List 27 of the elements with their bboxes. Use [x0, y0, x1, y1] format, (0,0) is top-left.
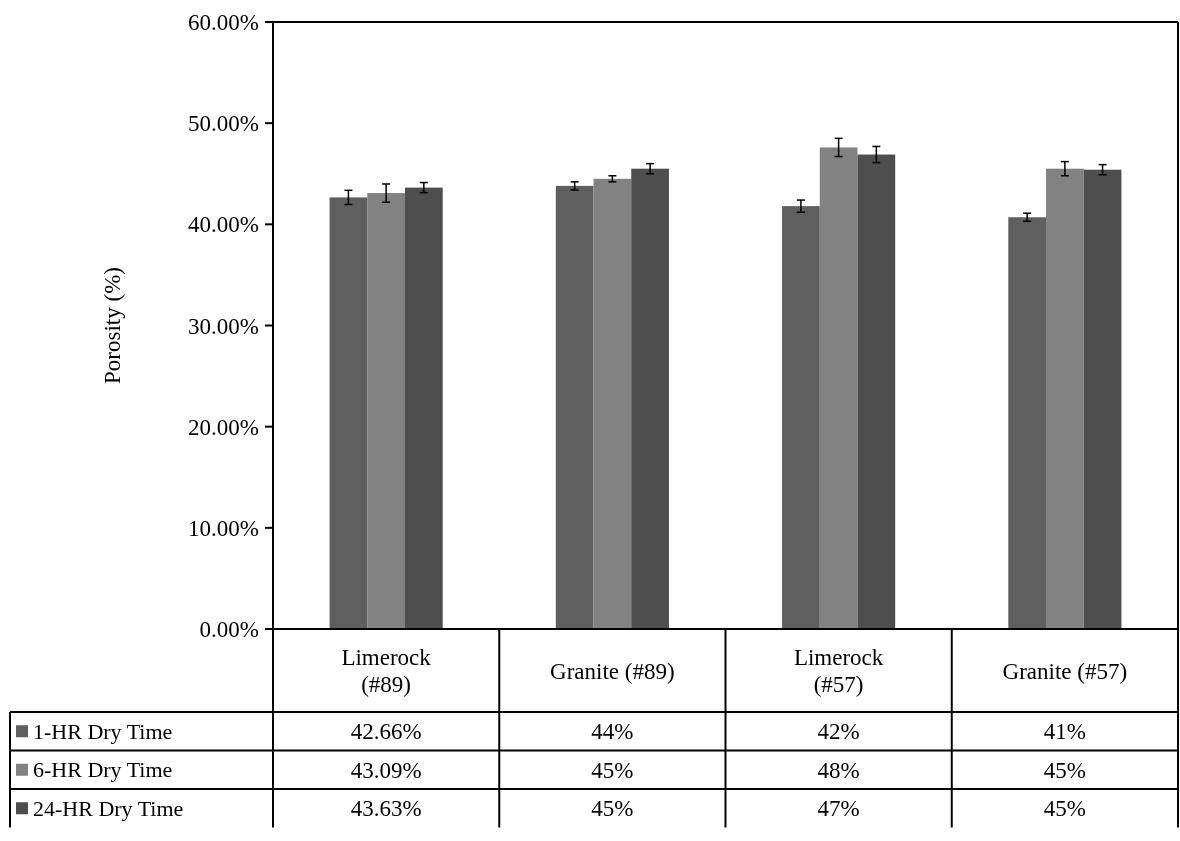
legend-label: 1-HR Dry Time [33, 718, 173, 744]
legend-label: 24-HR Dry Time [33, 795, 184, 821]
x-tick-label: Granite (#57) [1002, 658, 1128, 684]
data-label: 45% [1043, 796, 1086, 822]
data-label: 41% [1043, 719, 1086, 745]
y-tick-label: 60.00% [188, 10, 259, 36]
y-tick-label: 50.00% [188, 111, 259, 137]
y-tick-label: 40.00% [188, 212, 259, 238]
x-tick-label: Limerock (#89) [341, 645, 432, 698]
data-label: 43.09% [350, 757, 422, 783]
y-tick-label: 30.00% [188, 313, 259, 339]
x-tick-label: Limerock (#57) [793, 645, 884, 698]
y-tick-label: 20.00% [188, 414, 259, 440]
legend-label: 6-HR Dry Time [33, 757, 173, 783]
data-label: 48% [817, 757, 860, 783]
data-label: 42% [817, 719, 860, 745]
y-tick-label: 10.00% [188, 515, 259, 541]
y-tick-label: 0.00% [199, 617, 259, 643]
y-axis-title: Porosity (%) [100, 267, 125, 384]
data-label: 47% [817, 796, 860, 822]
data-label: 45% [591, 796, 634, 822]
data-label: 45% [591, 757, 634, 783]
data-label: 42.66% [350, 719, 422, 745]
data-label: 43.63% [350, 796, 422, 822]
data-label: 45% [1043, 757, 1086, 783]
x-tick-label: Granite (#89) [550, 658, 675, 684]
data-label: 44% [591, 719, 634, 745]
